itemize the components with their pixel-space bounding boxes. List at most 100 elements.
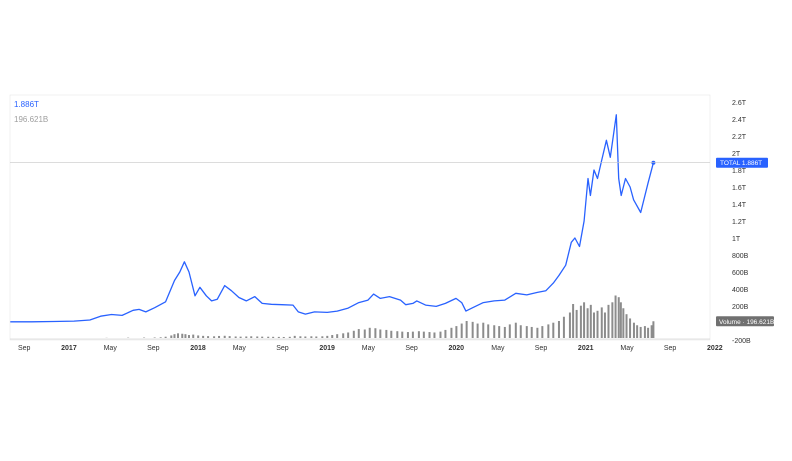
volume-bar [580, 306, 582, 338]
volume-bar [347, 332, 349, 338]
volume-bar [390, 331, 392, 338]
y-tick-label: 2.2T [732, 134, 747, 141]
x-tick-label: May [620, 345, 634, 352]
volume-bar [455, 326, 457, 338]
volume-bar [629, 318, 631, 338]
volume-bar [504, 327, 506, 338]
total-price-text: TOTAL 1.886T [720, 160, 762, 167]
x-tick-label: Sep [147, 345, 160, 352]
volume-bar [640, 327, 642, 338]
volume-bar [604, 313, 606, 339]
y-tick-label: 1.2T [732, 219, 747, 226]
x-tick-label: 2017 [61, 345, 77, 352]
volume-bar [558, 321, 560, 338]
volume-bars [106, 296, 655, 339]
y-tick-label: 1T [732, 236, 741, 243]
volume-bar [369, 328, 371, 338]
y-tick-label: 1.4T [732, 202, 747, 209]
volume-bar [294, 336, 296, 338]
volume-bar [229, 336, 231, 338]
x-tick-label: Sep [276, 345, 289, 352]
volume-bar [576, 310, 578, 338]
y-tick-label: 1.8T [732, 168, 747, 175]
x-tick-label: 2021 [578, 345, 594, 352]
volume-bar [272, 337, 274, 338]
volume-bar [321, 336, 323, 338]
volume-bar [597, 311, 599, 338]
volume-bar [407, 332, 409, 338]
volume-bar [590, 305, 592, 338]
volume-bar [202, 336, 204, 338]
volume-bar [289, 337, 291, 338]
volume-bar [240, 337, 242, 338]
volume-bar [526, 326, 528, 338]
x-tick-label: May [104, 345, 118, 352]
volume-bar [552, 323, 554, 338]
plot-frame [10, 95, 710, 340]
legend-main-value: 1.886T [14, 100, 39, 109]
volume-bar [170, 335, 172, 338]
volume-bar [379, 330, 381, 339]
axes: 2.6T2.4T2.2T2T1.8T1.6T1.4T1.2T1T800B600B… [10, 95, 774, 352]
volume-bar [423, 332, 425, 338]
y-tick-label: 400B [732, 287, 749, 294]
volume-bar [154, 337, 156, 338]
volume-bar [256, 336, 258, 338]
volume-bar [326, 336, 328, 338]
volume-bar [160, 337, 162, 338]
volume-bar [439, 332, 441, 338]
y-tick-label: 1.6T [732, 185, 747, 192]
volume-bar [283, 337, 285, 338]
volume-bar [651, 325, 653, 338]
volume-bar [418, 331, 420, 338]
volume-bar [261, 337, 263, 338]
volume-bar [197, 335, 199, 338]
volume-bar [644, 326, 646, 338]
volume-bar [401, 332, 403, 338]
volume-bar [310, 336, 312, 338]
volume-bar [374, 328, 376, 338]
total-line [10, 115, 653, 322]
volume-bar [515, 323, 517, 338]
volume-bar [626, 314, 628, 338]
volume-bar [188, 335, 190, 338]
volume-bar [636, 325, 638, 338]
x-tick-label: 2018 [190, 345, 206, 352]
x-tick-label: Sep [664, 345, 677, 352]
volume-bar [412, 332, 414, 338]
y-tick-label: 2T [732, 151, 741, 158]
x-tick-label: 2022 [707, 345, 723, 352]
y-tick-label: 2.4T [732, 117, 747, 124]
volume-bar [304, 336, 306, 338]
volume-bar [509, 324, 511, 338]
volume-bar [315, 336, 317, 338]
total-price-label: TOTAL 1.886T [716, 158, 768, 168]
volume-price-label: Volume · 196.621B [716, 316, 774, 326]
volume-bar [593, 313, 595, 339]
total-series [10, 115, 655, 322]
volume-bar [207, 336, 209, 338]
volume-bar [487, 324, 489, 338]
volume-bar [250, 336, 252, 338]
x-tick-label: May [362, 345, 376, 352]
volume-bar [235, 336, 237, 338]
volume-bar [450, 328, 452, 338]
volume-bar [336, 334, 338, 338]
x-tick-label: Sep [535, 345, 548, 352]
volume-bar [181, 334, 183, 338]
volume-bar [620, 302, 622, 338]
volume-bar [353, 331, 355, 338]
volume-bar [342, 333, 344, 338]
volume-bar [572, 304, 574, 338]
volume-bar [536, 328, 538, 338]
y-tick-label: 800B [732, 253, 749, 260]
volume-price-text: Volume · 196.621B [719, 319, 774, 326]
volume-bar [622, 308, 624, 338]
volume-bar [396, 331, 398, 338]
volume-bar [493, 325, 495, 338]
volume-bar [601, 307, 603, 338]
x-tick-label: 2019 [319, 345, 335, 352]
volume-bar [618, 297, 620, 338]
